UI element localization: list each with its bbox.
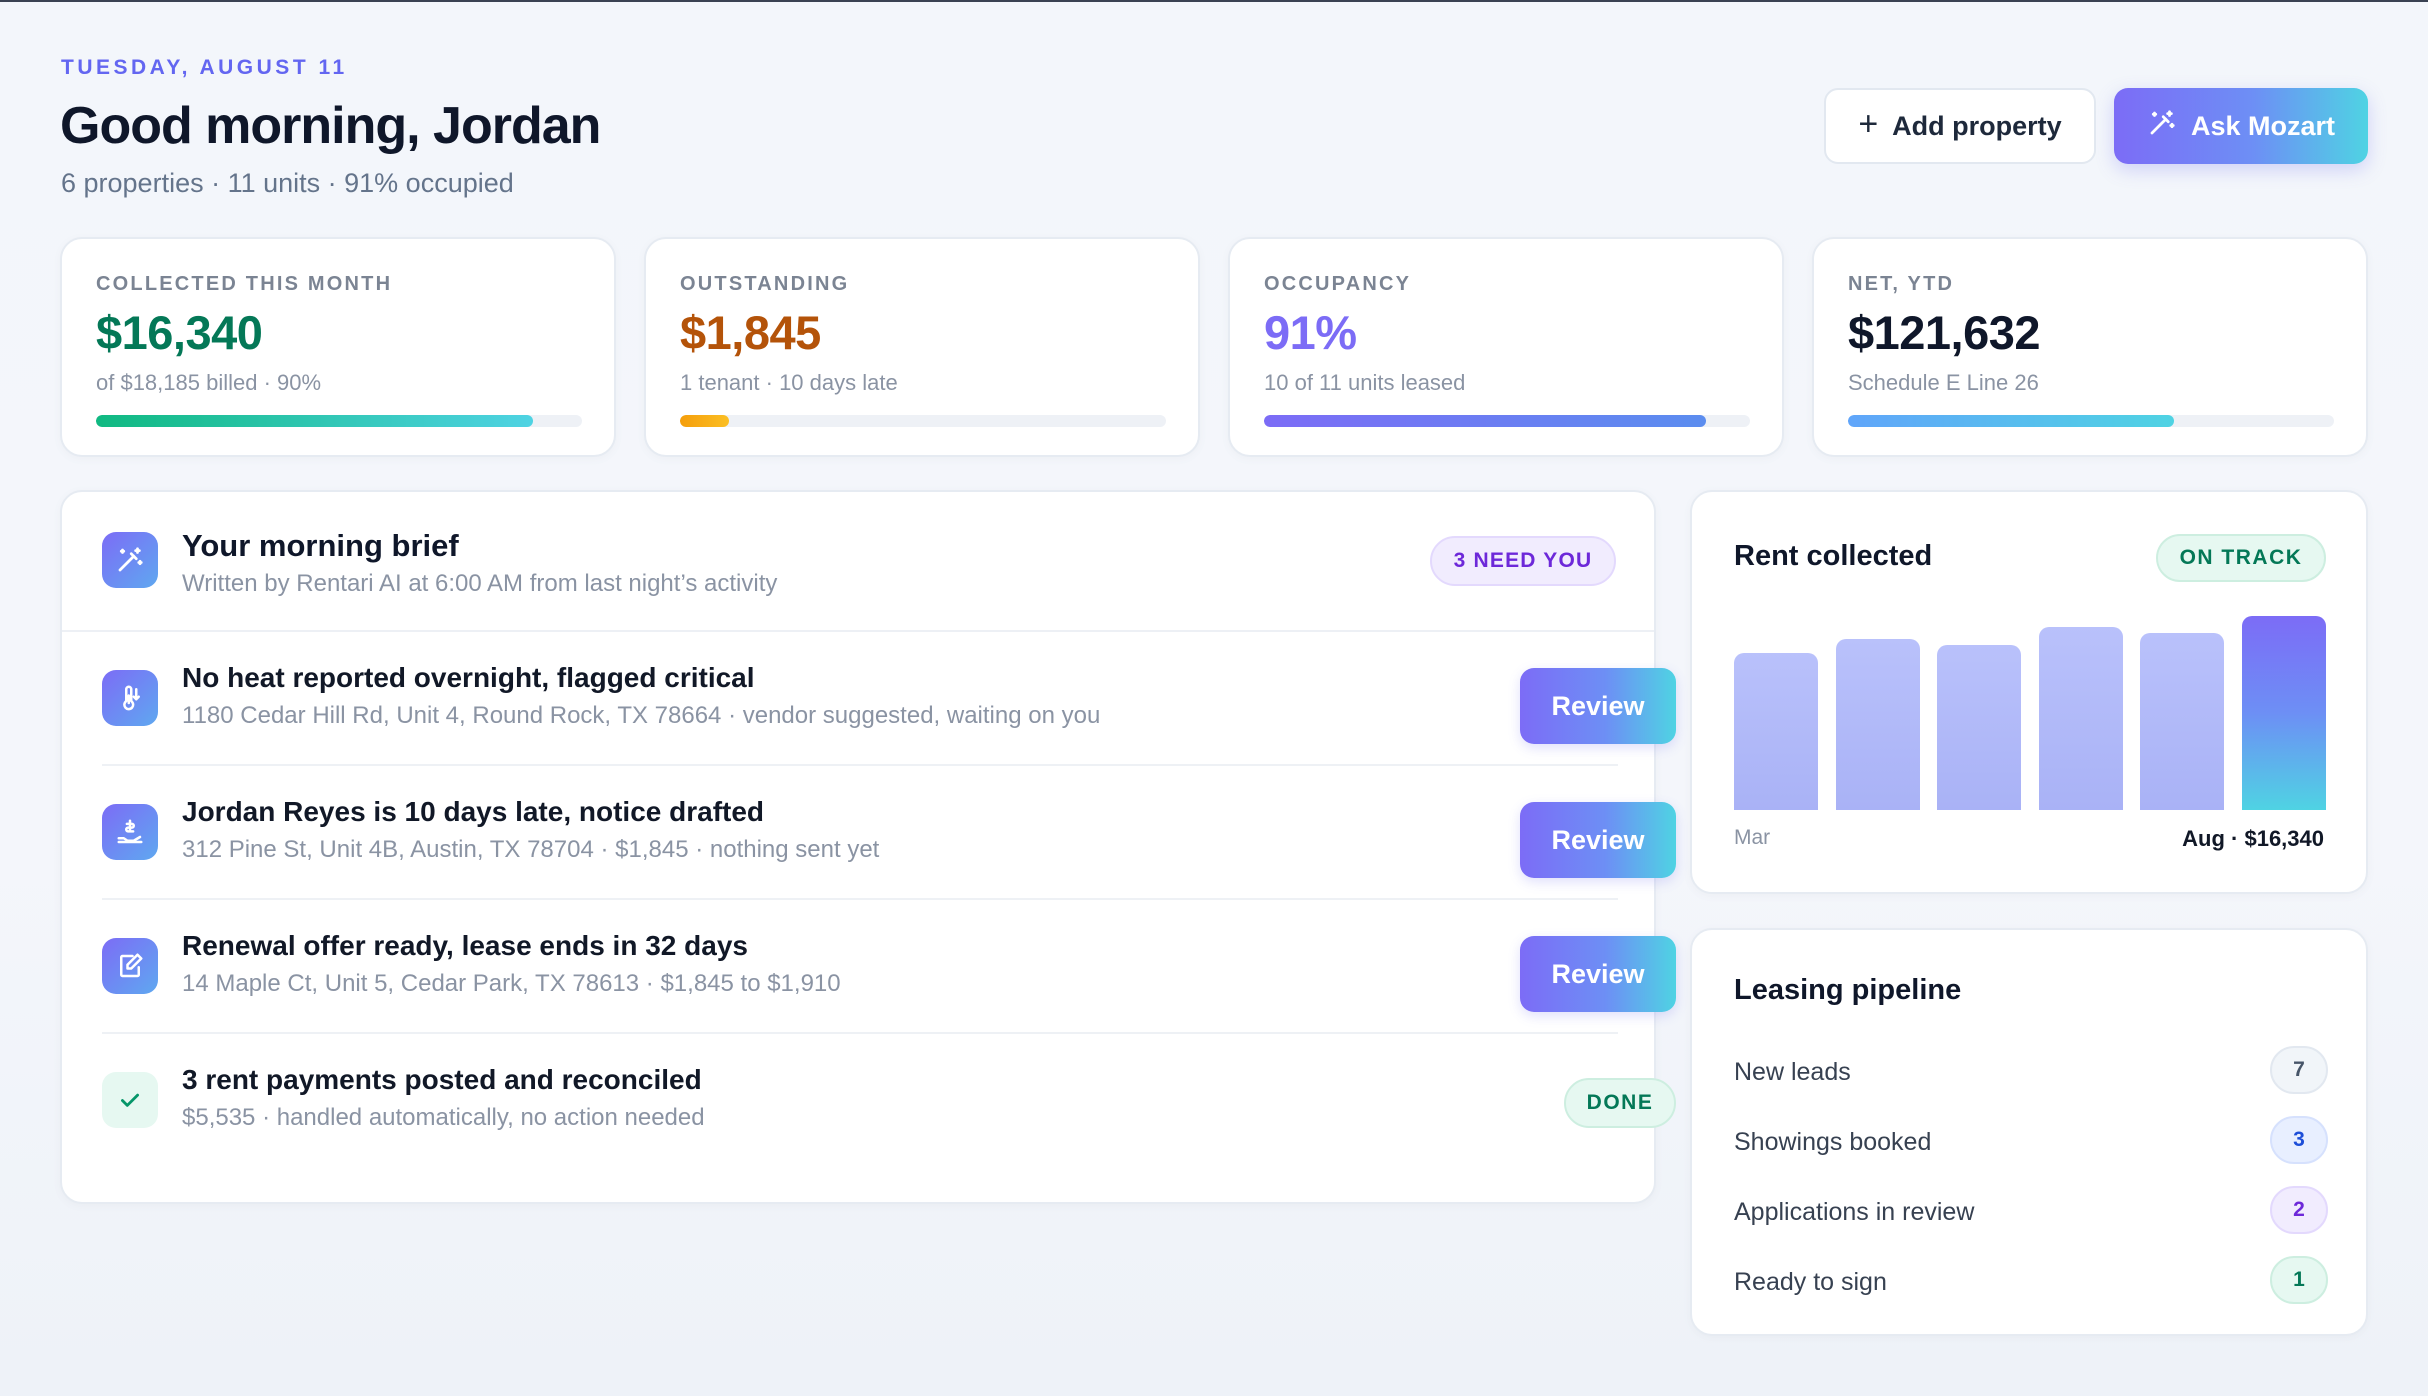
pipeline-item-label: Showings booked [1734,1128,1932,1156]
stat-progress-track [1848,415,2334,427]
stat-value: $121,632 [1848,306,2041,359]
stat-label: NET, YTD [1848,273,1955,295]
rent-collected-card: Rent collected ON TRACK Mar Aug · $16,34… [1690,490,2368,894]
payment-hand-icon [102,804,158,860]
morning-brief-card: Your morning brief Written by Rentari AI… [60,490,1676,1204]
rent-bar [1734,653,1818,810]
stat-subtext: 1 tenant · 10 days late [680,370,898,395]
page-title: Good morning, Jordan [60,97,601,155]
stat-subtext: of $18,185 billed · 90% [96,370,322,395]
stat-subtext: Schedule E Line 26 [1848,370,2039,395]
stat-label: OUTSTANDING [680,273,850,295]
pipeline-count-badge: 7 [2270,1046,2328,1094]
brief-item-subtitle: 1180 Cedar Hill Rd, Unit 4, Round Rock, … [182,702,1101,729]
leasing-pipeline-card: Leasing pipeline New leads 7 Showings bo… [1690,928,2368,1336]
ask-mozart-button[interactable]: Ask Mozart [2114,88,2368,164]
check-icon [102,1072,158,1128]
rent-bar [2140,633,2225,810]
plus-icon: + [1858,105,1879,143]
pipeline-item-ready-to-sign[interactable]: Ready to sign 1 [1734,1256,2328,1306]
review-button[interactable]: Review [1520,936,1676,1012]
thermometer-icon [102,670,158,726]
stat-subtext: 10 of 11 units leased [1264,370,1466,395]
magic-wand-icon [102,532,158,588]
brief-header: Your morning brief Written by Rentari AI… [62,492,1654,632]
date-label: TUESDAY, AUGUST 11 [61,56,348,79]
stat-progress-fill [96,415,534,427]
portfolio-summary: 6 properties · 11 units · 91% occupied [61,168,514,198]
stat-card-net-ytd: NET, YTD $121,632 Schedule E Line 26 [1812,237,2368,457]
rent-bar-chart [1734,602,2326,810]
stat-label: OCCUPANCY [1264,273,1412,295]
pipeline-item-label: Applications in review [1734,1198,1975,1226]
brief-title: Your morning brief [182,528,459,563]
rent-bar [1937,645,2022,810]
review-button[interactable]: Review [1520,668,1676,744]
pipeline-count-badge: 2 [2270,1186,2328,1234]
pipeline-item-applications[interactable]: Applications in review 2 [1734,1186,2328,1236]
stat-card-occupancy: OCCUPANCY 91% 10 of 11 units leased [1228,237,1784,457]
brief-item-title: Jordan Reyes is 10 days late, notice dra… [182,796,765,827]
rent-collected-title: Rent collected [1734,540,1933,572]
rent-bar [2242,616,2326,810]
pipeline-item-showings[interactable]: Showings booked 3 [1734,1116,2328,1166]
brief-item-title: Renewal offer ready, lease ends in 32 da… [182,930,748,961]
stat-progress-track [680,415,1166,427]
stat-progress-fill [1264,415,1707,427]
brief-item: Jordan Reyes is 10 days late, notice dra… [102,766,1676,900]
brief-item-subtitle: 14 Maple Ct, Unit 5, Cedar Park, TX 7861… [182,970,841,997]
on-track-badge: ON TRACK [2156,534,2326,582]
stat-progress-track [96,415,582,427]
stat-card-collected: COLLECTED THIS MONTH $16,340 of $18,185 … [60,237,616,457]
pipeline-item-new-leads[interactable]: New leads 7 [1734,1046,2328,1096]
stat-progress-fill [1848,415,2174,427]
brief-subtitle: Written by Rentari AI at 6:00 AM from la… [182,570,778,597]
add-property-button[interactable]: + Add property [1824,88,2096,164]
brief-item-title: 3 rent payments posted and reconciled [182,1064,702,1095]
brief-item: Renewal offer ready, lease ends in 32 da… [102,900,1676,1034]
rent-bar [2038,627,2123,810]
brief-item-title: No heat reported overnight, flagged crit… [182,662,755,693]
ask-mozart-label: Ask Mozart [2190,110,2336,141]
pipeline-count-badge: 3 [2270,1116,2328,1164]
rent-bar [1835,639,1920,810]
document-edit-icon [102,938,158,994]
add-property-label: Add property [1892,110,2062,141]
stat-label: COLLECTED THIS MONTH [96,273,393,295]
brief-item: No heat reported overnight, flagged crit… [102,632,1676,766]
stat-card-outstanding: OUTSTANDING $1,845 1 tenant · 10 days la… [644,237,1200,457]
pipeline-title: Leasing pipeline [1734,974,1962,1006]
window-top-border [0,0,2428,2]
stat-value: 91% [1264,306,1357,359]
need-you-badge: 3 NEED YOU [1430,536,1616,586]
brief-item-subtitle: $5,535 · handled automatically, no actio… [182,1104,705,1131]
pipeline-count-badge: 1 [2270,1256,2328,1304]
stat-value: $1,845 [680,306,821,359]
review-button[interactable]: Review [1520,802,1676,878]
done-badge: DONE [1564,1078,1676,1128]
chart-end-label: Aug · $16,340 [2182,826,2324,851]
stat-progress-fill [680,415,729,427]
pipeline-item-label: Ready to sign [1734,1268,1887,1296]
brief-item-subtitle: 312 Pine St, Unit 4B, Austin, TX 78704 ·… [182,836,880,863]
stat-value: $16,340 [96,306,263,359]
pipeline-item-label: New leads [1734,1058,1851,1086]
stat-progress-track [1264,415,1750,427]
brief-item-done: 3 rent payments posted and reconciled $5… [102,1034,1676,1168]
magic-wand-icon [2147,108,2177,145]
chart-start-label: Mar [1734,826,1771,849]
